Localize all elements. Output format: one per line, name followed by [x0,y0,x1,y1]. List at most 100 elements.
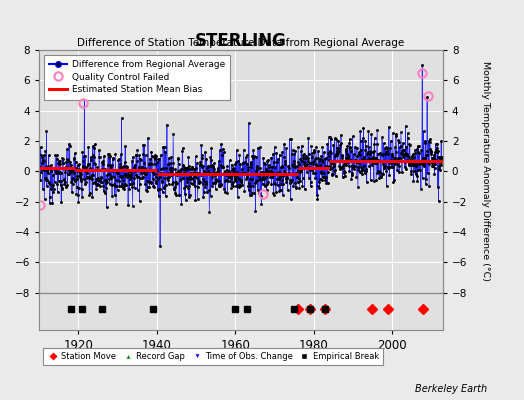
Point [293,163,301,170]
Point [371,155,379,162]
Point [214,183,223,189]
Point [384,165,392,172]
Point [94,177,102,184]
Point [417,185,425,192]
Point [49,182,58,188]
Point [252,178,260,184]
Point [261,174,270,180]
Point [368,155,376,162]
Point [119,186,128,192]
Point [110,167,118,173]
Legend: Difference from Regional Average, Quality Control Failed, Estimated Station Mean: Difference from Regional Average, Qualit… [44,54,231,100]
Point [62,158,70,165]
Point [115,183,124,190]
Point [126,170,135,177]
Point [130,175,138,181]
Point [202,180,210,187]
Point [292,184,300,190]
Point [232,178,240,184]
Point [162,171,171,177]
Point [203,168,212,175]
Point [191,172,199,179]
Point [312,161,321,168]
Point [278,162,287,169]
Point [179,162,188,168]
Point [144,178,152,184]
Point [390,160,398,166]
Point [79,163,88,169]
Point [137,164,146,170]
Point [90,154,98,160]
Point [233,168,242,175]
Point [359,124,368,131]
Point [174,156,182,162]
Point [231,177,239,184]
Point [70,155,78,161]
Point [51,152,60,158]
Point [109,168,117,175]
Point [177,200,185,207]
Point [253,164,261,171]
Point [105,171,113,178]
Point [276,172,284,179]
Point [221,189,229,196]
Point [111,151,119,157]
Point [92,186,100,192]
Point [375,175,384,181]
Point [158,171,167,177]
Point [341,146,350,152]
Point [137,170,145,177]
Point [196,172,205,178]
Point [402,166,410,172]
Point [189,181,198,187]
Point [401,158,409,165]
Point [134,173,143,180]
Point [332,151,340,157]
Point [243,174,252,180]
Point [143,178,151,184]
Point [237,177,245,184]
Point [59,156,68,162]
Point [333,148,342,154]
Point [146,179,155,186]
Point [106,180,114,187]
Point [127,168,136,175]
Point [69,169,77,176]
Point [286,136,294,142]
Point [128,184,137,190]
Point [49,189,57,196]
Point [57,178,66,184]
Point [408,155,417,162]
Point [79,164,87,171]
Point [369,154,377,160]
Point [347,172,356,179]
Point [266,168,274,174]
Point [246,176,254,182]
Point [92,181,100,188]
Point [220,149,228,156]
Point [344,152,352,159]
Point [252,154,260,160]
Point [283,175,291,181]
Point [337,154,346,161]
Point [340,173,348,179]
Point [367,131,376,138]
Point [319,159,327,165]
Point [304,155,312,161]
Point [199,163,208,170]
Point [290,158,298,164]
Point [155,156,163,162]
Point [363,179,371,185]
Point [173,168,182,175]
Point [85,164,94,171]
Point [390,154,399,161]
Point [193,196,202,202]
Point [246,183,254,190]
Point [95,154,104,160]
Point [422,147,431,154]
Point [292,170,300,176]
Point [372,154,380,161]
Point [63,158,72,164]
Point [134,187,142,194]
Point [438,154,446,160]
